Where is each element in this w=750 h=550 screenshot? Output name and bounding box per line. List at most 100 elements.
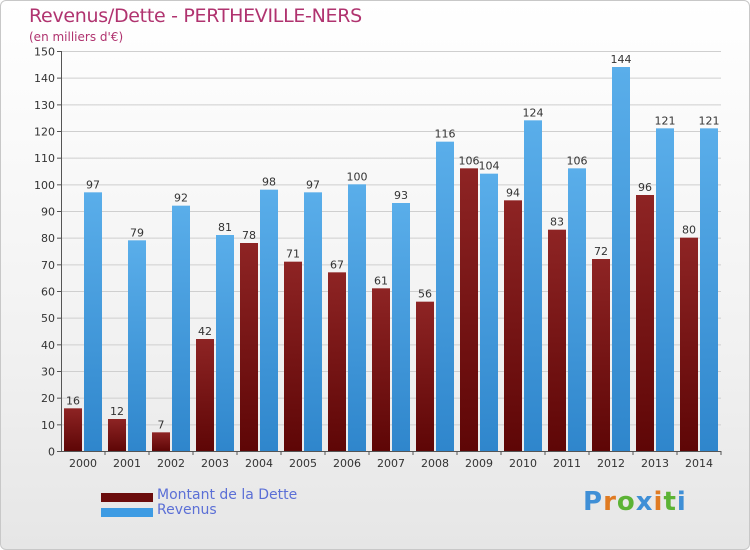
data-label-dette: 72 (594, 245, 608, 258)
x-tick-label: 2002 (157, 457, 185, 470)
y-tick-label: 50 (41, 312, 55, 325)
x-tick-label: 2009 (465, 457, 493, 470)
x-tick-label: 2004 (245, 457, 273, 470)
legend-label-dette: Montant de la Dette (157, 487, 298, 503)
y-tick-label: 90 (41, 206, 55, 219)
bar-revenus (568, 168, 586, 452)
y-tick-label: 0 (48, 446, 55, 459)
y-tick-label: 30 (41, 366, 55, 379)
bar-revenus (348, 184, 366, 452)
data-label-dette: 71 (286, 248, 300, 261)
x-tick-label: 2014 (685, 457, 713, 470)
bar-dette (548, 229, 566, 451)
data-label-dette: 83 (550, 216, 564, 229)
chart-title: Revenus/Dette - PERTHEVILLE-NERS (29, 5, 362, 27)
data-label-dette: 42 (198, 325, 212, 338)
bar-dette (64, 408, 82, 451)
data-label-dette: 94 (506, 186, 520, 199)
bar-dette (416, 301, 434, 451)
data-label-dette: 78 (242, 229, 256, 242)
data-label-revenus: 81 (218, 221, 232, 234)
data-label-revenus: 121 (655, 114, 676, 127)
x-tick-label: 2012 (597, 457, 625, 470)
y-tick-label: 60 (41, 286, 55, 299)
x-tick-label: 2000 (69, 457, 97, 470)
data-label-revenus: 116 (435, 128, 456, 141)
x-tick-label: 2003 (201, 457, 229, 470)
bar-dette (636, 195, 654, 451)
x-tick-label: 2013 (641, 457, 669, 470)
x-tick-label: 2010 (509, 457, 537, 470)
bar-revenus (304, 192, 322, 452)
bar-dette (460, 168, 478, 452)
data-label-dette: 7 (158, 418, 165, 431)
data-label-revenus: 121 (699, 114, 720, 127)
data-label-dette: 12 (110, 405, 124, 418)
y-tick-label: 110 (34, 152, 55, 165)
bar-revenus (700, 128, 718, 451)
bar-revenus (656, 128, 674, 451)
bar-dette (504, 200, 522, 451)
data-label-revenus: 79 (130, 226, 144, 239)
legend-label-revenus: Revenus (157, 502, 217, 518)
bar-dette (680, 237, 698, 451)
data-label-dette: 61 (374, 274, 388, 287)
bar-dette (372, 288, 390, 451)
y-tick-label: 100 (34, 179, 55, 192)
data-label-revenus: 106 (567, 154, 588, 167)
chart-subtitle: (en milliers d'€) (29, 30, 124, 44)
bar-dette (108, 419, 126, 451)
bar-dette (240, 243, 258, 451)
bar-revenus (84, 192, 102, 452)
y-tick-label: 20 (41, 392, 55, 405)
bar-revenus (480, 173, 498, 451)
bar-dette (328, 272, 346, 451)
x-tick-label: 2005 (289, 457, 317, 470)
data-label-revenus: 124 (523, 106, 544, 119)
y-tick-label: 80 (41, 232, 55, 245)
x-tick-label: 2006 (333, 457, 361, 470)
data-label-revenus: 144 (611, 53, 632, 66)
y-tick-label: 130 (34, 99, 55, 112)
data-label-dette: 80 (682, 224, 696, 237)
y-tick-label: 40 (41, 339, 55, 352)
data-label-dette: 106 (459, 154, 480, 167)
proxiti-logo: Proxiti (583, 487, 687, 517)
y-tick-label: 140 (34, 72, 55, 85)
data-label-dette: 96 (638, 181, 652, 194)
data-label-dette: 67 (330, 258, 344, 271)
data-label-revenus: 93 (394, 189, 408, 202)
y-tick-label: 10 (41, 419, 55, 432)
x-tick-label: 2008 (421, 457, 449, 470)
bar-revenus (392, 203, 410, 451)
y-tick-label: 70 (41, 259, 55, 272)
bar-revenus (216, 235, 234, 451)
data-label-dette: 56 (418, 288, 432, 301)
y-tick-label: 150 (34, 46, 55, 59)
bar-revenus (436, 141, 454, 451)
x-tick-label: 2007 (377, 457, 405, 470)
bar-revenus (612, 67, 630, 451)
bar-revenus (128, 240, 146, 451)
data-label-revenus: 98 (262, 176, 276, 189)
bar-dette (284, 261, 302, 451)
bar-dette (196, 339, 214, 451)
legend-swatch-dette (101, 493, 153, 502)
data-label-revenus: 104 (479, 160, 500, 173)
bar-revenus (260, 189, 278, 451)
x-tick-label: 2011 (553, 457, 581, 470)
bar-revenus (172, 205, 190, 451)
data-label-dette: 16 (66, 394, 80, 407)
data-label-revenus: 97 (306, 178, 320, 191)
bar-dette (592, 259, 610, 451)
data-label-revenus: 97 (86, 178, 100, 191)
bar-dette (152, 432, 170, 451)
data-label-revenus: 92 (174, 192, 188, 205)
bar-revenus (524, 120, 542, 451)
y-tick-label: 120 (34, 126, 55, 139)
data-label-revenus: 100 (347, 170, 368, 183)
x-tick-label: 2001 (113, 457, 141, 470)
legend-swatch-revenus (101, 508, 153, 517)
